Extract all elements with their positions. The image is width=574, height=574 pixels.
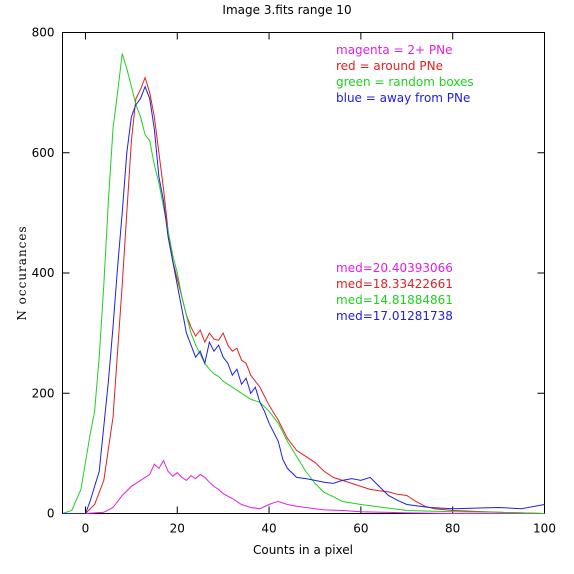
legend: magenta = 2+ PNe red = around PNe green = …: [336, 43, 474, 105]
y-tick-label: 200: [32, 386, 55, 400]
median-label: med=14.81884861: [336, 293, 453, 307]
x-axis-ticks: 0 20 40 60 80 100: [82, 32, 556, 536]
legend-entry: magenta = 2+ PNe: [336, 43, 453, 57]
series-line-3: [62, 85, 545, 514]
legend-entry: green = random boxes: [336, 75, 474, 89]
x-axis-label: Counts in a pixel: [253, 543, 353, 557]
y-tick-label: 400: [32, 266, 55, 280]
median-label: med=20.40393066: [336, 261, 453, 275]
median-label: med=18.33422661: [336, 277, 453, 291]
legend-entry: blue = away from PNe: [336, 91, 470, 105]
x-tick-label: 40: [261, 522, 276, 536]
series-line-1: [62, 76, 545, 514]
x-tick-label: 80: [445, 522, 460, 536]
x-tick-label: 100: [533, 522, 556, 536]
series-line-2: [62, 53, 545, 514]
x-tick-label: 20: [170, 522, 185, 536]
median-labels: med=20.40393066 med=18.33422661 med=14.818…: [336, 261, 453, 323]
median-label: med=17.01281738: [336, 309, 453, 323]
y-tick-label: 0: [47, 507, 55, 521]
y-axis-label: N occurances: [15, 225, 29, 320]
series-line-0: [62, 459, 545, 514]
x-tick-label: 0: [82, 522, 90, 536]
chart-title: Image 3.fits range 10: [222, 3, 351, 17]
y-tick-label: 600: [32, 146, 55, 160]
legend-entry: red = around PNe: [336, 59, 443, 73]
y-tick-label: 800: [32, 26, 55, 40]
x-tick-label: 60: [353, 522, 368, 536]
series-lines: [62, 53, 545, 514]
